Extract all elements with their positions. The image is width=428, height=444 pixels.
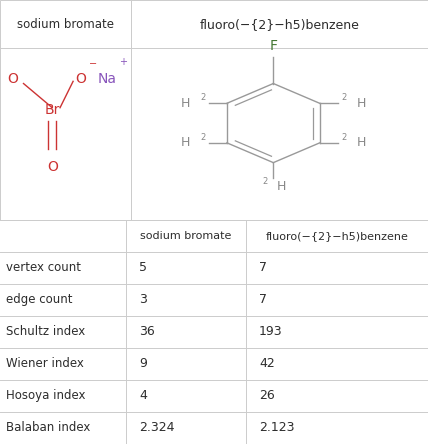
- Text: 2: 2: [200, 93, 205, 102]
- Text: fluoro(−{2}−h5)benzene: fluoro(−{2}−h5)benzene: [199, 18, 359, 31]
- Text: 2: 2: [262, 177, 268, 186]
- Text: O: O: [47, 160, 58, 174]
- Text: Schultz index: Schultz index: [6, 325, 86, 338]
- Text: 9: 9: [139, 357, 147, 370]
- Text: 5: 5: [139, 262, 147, 274]
- Text: 2.324: 2.324: [139, 421, 175, 435]
- Text: 193: 193: [259, 325, 282, 338]
- Text: 36: 36: [139, 325, 155, 338]
- Text: 2.123: 2.123: [259, 421, 294, 435]
- Text: +: +: [119, 56, 127, 67]
- Text: 7: 7: [259, 262, 267, 274]
- Text: Na: Na: [98, 72, 116, 86]
- Text: 42: 42: [259, 357, 275, 370]
- Text: vertex count: vertex count: [6, 262, 81, 274]
- Text: F: F: [269, 39, 277, 53]
- Text: sodium bromate: sodium bromate: [17, 18, 114, 31]
- Text: H: H: [276, 180, 285, 193]
- Text: 26: 26: [259, 389, 275, 402]
- Text: 2: 2: [341, 133, 346, 142]
- Text: H: H: [357, 97, 366, 110]
- Text: 2: 2: [200, 133, 205, 142]
- Text: 4: 4: [139, 389, 147, 402]
- Text: Wiener index: Wiener index: [6, 357, 84, 370]
- Text: fluoro(−{2}−h5)benzene: fluoro(−{2}−h5)benzene: [266, 231, 408, 241]
- Text: edge count: edge count: [6, 293, 73, 306]
- Text: −: −: [89, 59, 97, 69]
- Text: Balaban index: Balaban index: [6, 421, 91, 435]
- Text: sodium bromate: sodium bromate: [140, 231, 232, 241]
- Text: H: H: [180, 97, 190, 110]
- Text: 3: 3: [139, 293, 147, 306]
- Text: O: O: [75, 72, 86, 86]
- Text: Hosoya index: Hosoya index: [6, 389, 86, 402]
- Text: 2: 2: [341, 93, 346, 102]
- Text: O: O: [8, 72, 18, 86]
- Text: 7: 7: [259, 293, 267, 306]
- Text: H: H: [180, 136, 190, 149]
- Text: Br: Br: [45, 103, 60, 117]
- Text: H: H: [357, 136, 366, 149]
